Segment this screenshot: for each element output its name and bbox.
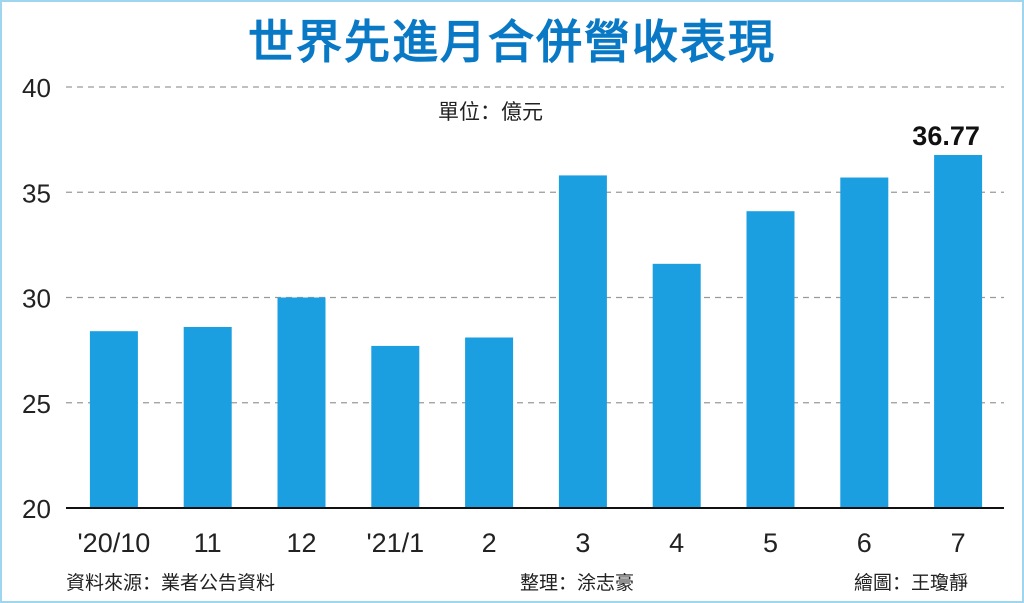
bar xyxy=(277,297,326,508)
x-tick-label: 12 xyxy=(286,528,316,558)
x-tick-label: '20/10 xyxy=(78,528,151,558)
x-tick-label: 11 xyxy=(194,528,222,558)
bar xyxy=(183,326,232,508)
source-note: 資料來源：業者公告資料 xyxy=(66,572,276,594)
y-tick-label: 30 xyxy=(22,284,51,314)
y-tick-label: 20 xyxy=(22,494,51,524)
bar xyxy=(89,331,138,508)
bar xyxy=(371,345,420,508)
bar xyxy=(558,175,607,508)
y-tick-label: 25 xyxy=(22,389,51,419)
x-tick-label: 7 xyxy=(951,528,966,558)
data-label: 36.77 xyxy=(912,121,980,151)
bar xyxy=(934,154,983,508)
x-tick-label: 2 xyxy=(482,528,497,558)
bar xyxy=(465,337,514,508)
unit-label: 單位：億元 xyxy=(438,100,543,124)
x-tick-label: 5 xyxy=(763,528,778,558)
chart-title: 世界先進月合併營收表現 xyxy=(248,15,776,69)
x-tick-label: 4 xyxy=(669,528,684,558)
x-tick-label: 3 xyxy=(575,528,590,558)
y-tick-label: 35 xyxy=(22,178,51,208)
bar xyxy=(746,211,795,508)
bar xyxy=(652,263,701,508)
x-tick-label: '21/1 xyxy=(366,528,424,558)
bar xyxy=(840,177,889,508)
artist-credit: 繪圖：王瓊靜 xyxy=(854,572,969,594)
x-tick-label: 6 xyxy=(857,528,872,558)
y-tick-label: 40 xyxy=(22,73,51,103)
editor-credit: 整理：涂志豪 xyxy=(520,572,635,594)
